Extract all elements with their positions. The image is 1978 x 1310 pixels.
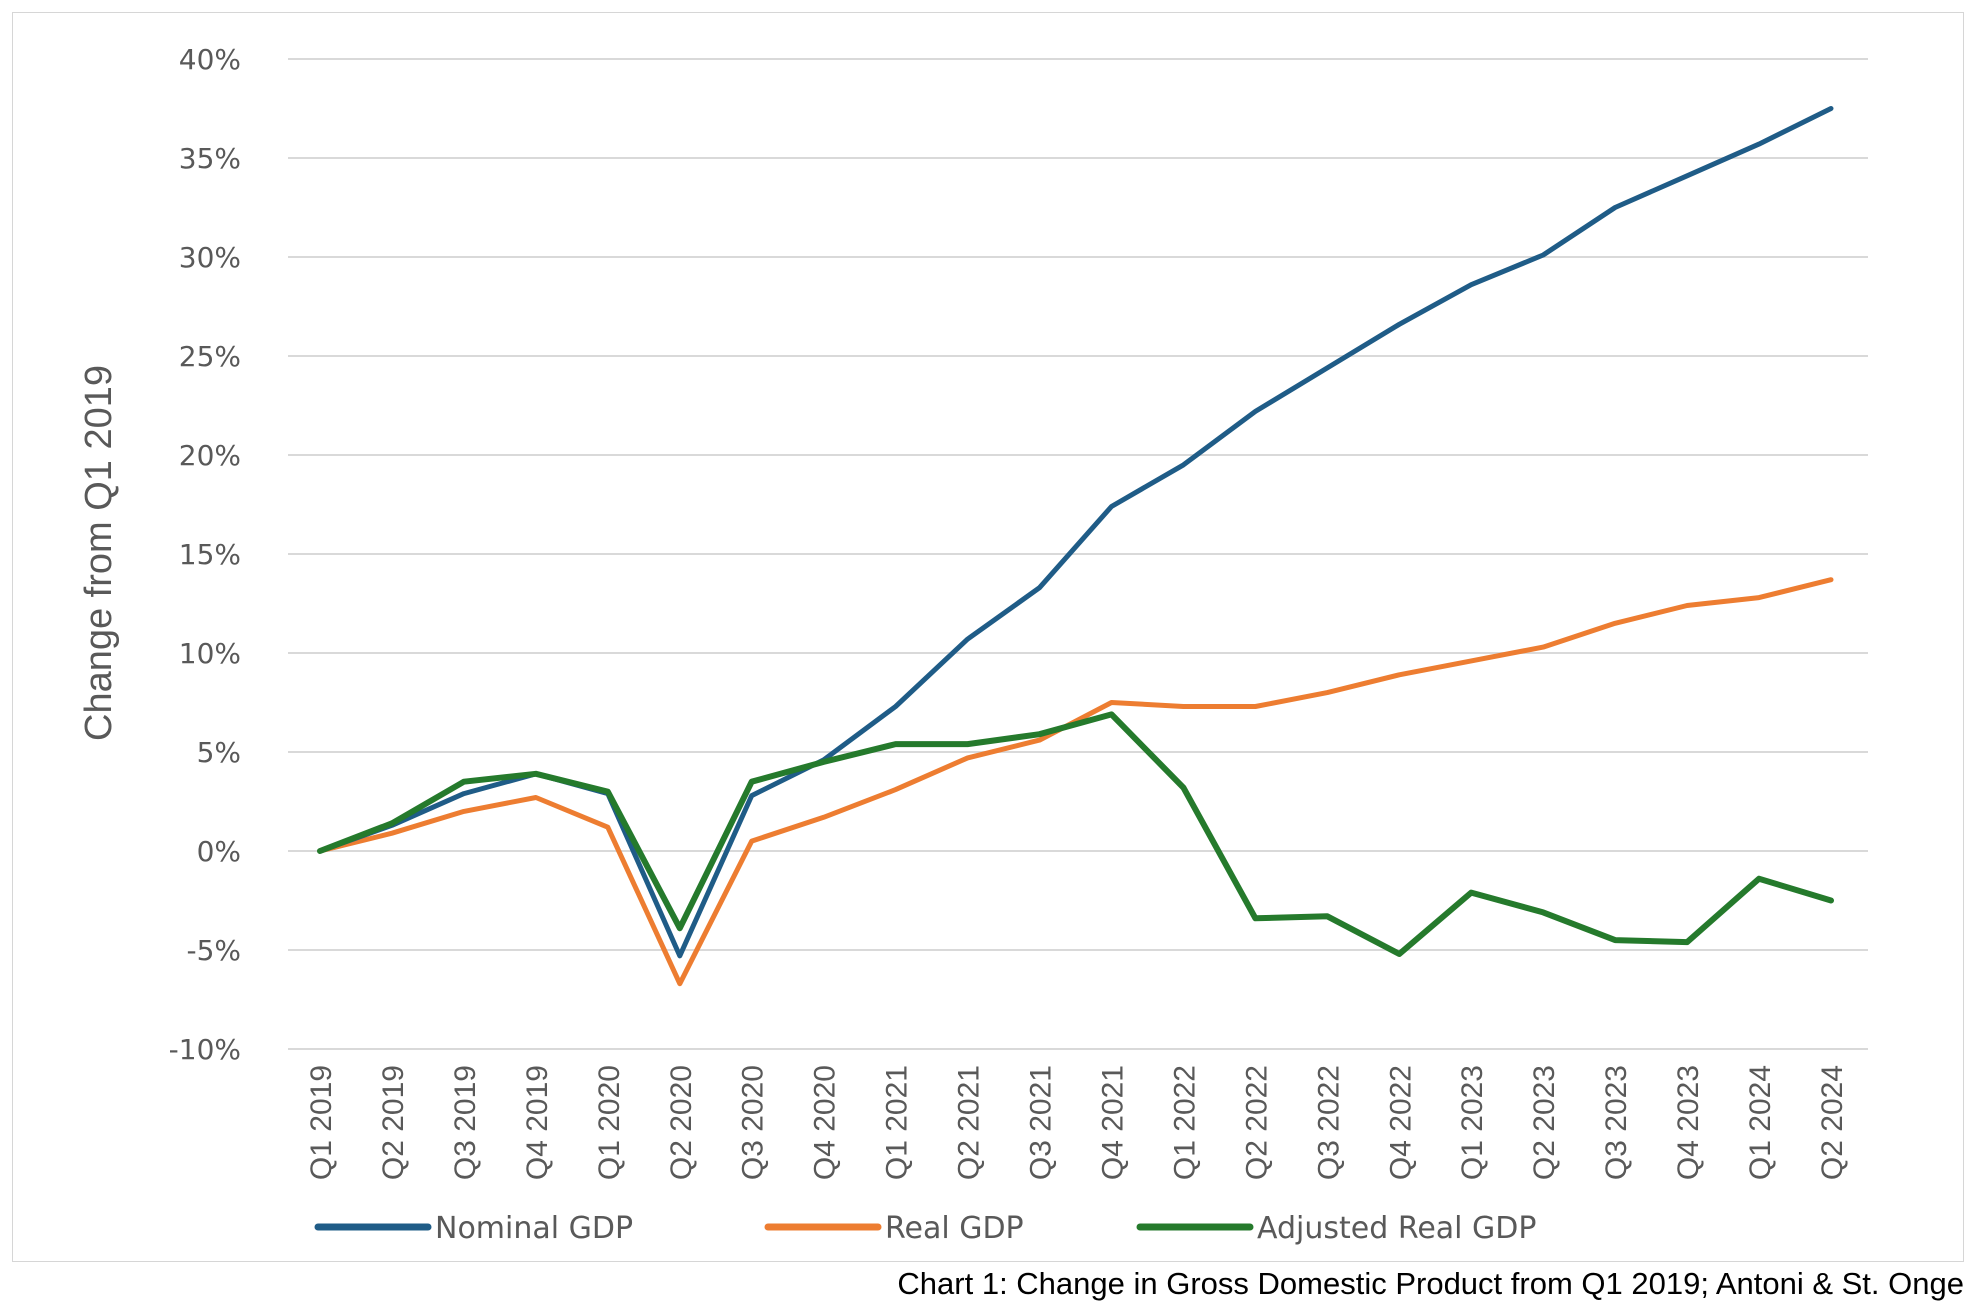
- series-lines: [317, 106, 1834, 987]
- x-tick-label: Q2 2019: [377, 1065, 410, 1180]
- y-axis-ticks: 40% 35% 30% 25% 20% 15% 10% 5% 0% -5% -10%: [169, 43, 241, 1066]
- x-tick-label: Q3 2021: [1025, 1065, 1058, 1180]
- y-tick-label: 20%: [179, 439, 241, 472]
- series-line-nominal-gdp: [317, 106, 1834, 959]
- y-tick-label: 10%: [179, 637, 241, 670]
- legend: Nominal GDP Real GDP Adjusted Real GDP: [314, 1211, 1536, 1246]
- x-tick-label: Q2 2022: [1240, 1065, 1273, 1180]
- x-axis-ticks: Q1 2019 Q2 2019 Q3 2019 Q4 2019 Q1 2020 Q2 20…: [305, 1065, 1849, 1180]
- chart-frame: 40% 35% 30% 25% 20% 15% 10% 5% 0% -5% -10% Q1 2019…: [12, 12, 1964, 1262]
- x-tick-label: Q4 2019: [521, 1065, 554, 1180]
- y-tick-label: 30%: [179, 241, 241, 274]
- y-tick-label: 5%: [197, 736, 241, 769]
- y-tick-label: 0%: [197, 835, 241, 868]
- series-line-real-gdp: [317, 577, 1834, 987]
- x-tick-label: Q3 2023: [1600, 1065, 1633, 1180]
- legend-label: Adjusted Real GDP: [1257, 1211, 1536, 1246]
- x-tick-label: Q1 2024: [1744, 1065, 1777, 1180]
- y-axis-label: Change from Q1 2019: [78, 365, 120, 741]
- y-tick-label: 35%: [179, 142, 241, 175]
- legend-label: Nominal GDP: [435, 1211, 633, 1246]
- x-tick-label: Q4 2023: [1672, 1065, 1705, 1180]
- x-tick-label: Q4 2020: [809, 1065, 842, 1180]
- x-tick-label: Q2 2023: [1528, 1065, 1561, 1180]
- x-tick-label: Q3 2020: [737, 1065, 770, 1180]
- gridlines: [288, 58, 1868, 1050]
- y-tick-label: -10%: [169, 1033, 241, 1066]
- x-tick-label: Q1 2022: [1168, 1065, 1201, 1180]
- chart-caption: Chart 1: Change in Gross Domestic Produc…: [897, 1266, 1964, 1301]
- x-tick-label: Q1 2019: [305, 1065, 338, 1180]
- x-tick-label: Q3 2019: [449, 1065, 482, 1180]
- x-tick-label: Q1 2021: [881, 1065, 914, 1180]
- x-tick-label: Q3 2022: [1312, 1065, 1345, 1180]
- x-tick-label: Q4 2022: [1384, 1065, 1417, 1180]
- x-tick-label: Q2 2021: [953, 1065, 986, 1180]
- series-line-adjusted-real-gdp: [317, 711, 1834, 957]
- y-tick-label: 15%: [179, 538, 241, 571]
- x-tick-label: Q2 2020: [665, 1065, 698, 1180]
- y-tick-label: -5%: [186, 934, 241, 967]
- x-tick-label: Q1 2020: [593, 1065, 626, 1180]
- x-tick-label: Q2 2024: [1816, 1065, 1849, 1180]
- y-tick-label: 25%: [179, 340, 241, 373]
- gdp-line-chart: 40% 35% 30% 25% 20% 15% 10% 5% 0% -5% -10% Q1 2019…: [78, 43, 1868, 1246]
- x-tick-label: Q1 2023: [1456, 1065, 1489, 1180]
- y-tick-label: 40%: [179, 43, 241, 76]
- legend-label: Real GDP: [885, 1211, 1024, 1246]
- x-tick-label: Q4 2021: [1096, 1065, 1129, 1180]
